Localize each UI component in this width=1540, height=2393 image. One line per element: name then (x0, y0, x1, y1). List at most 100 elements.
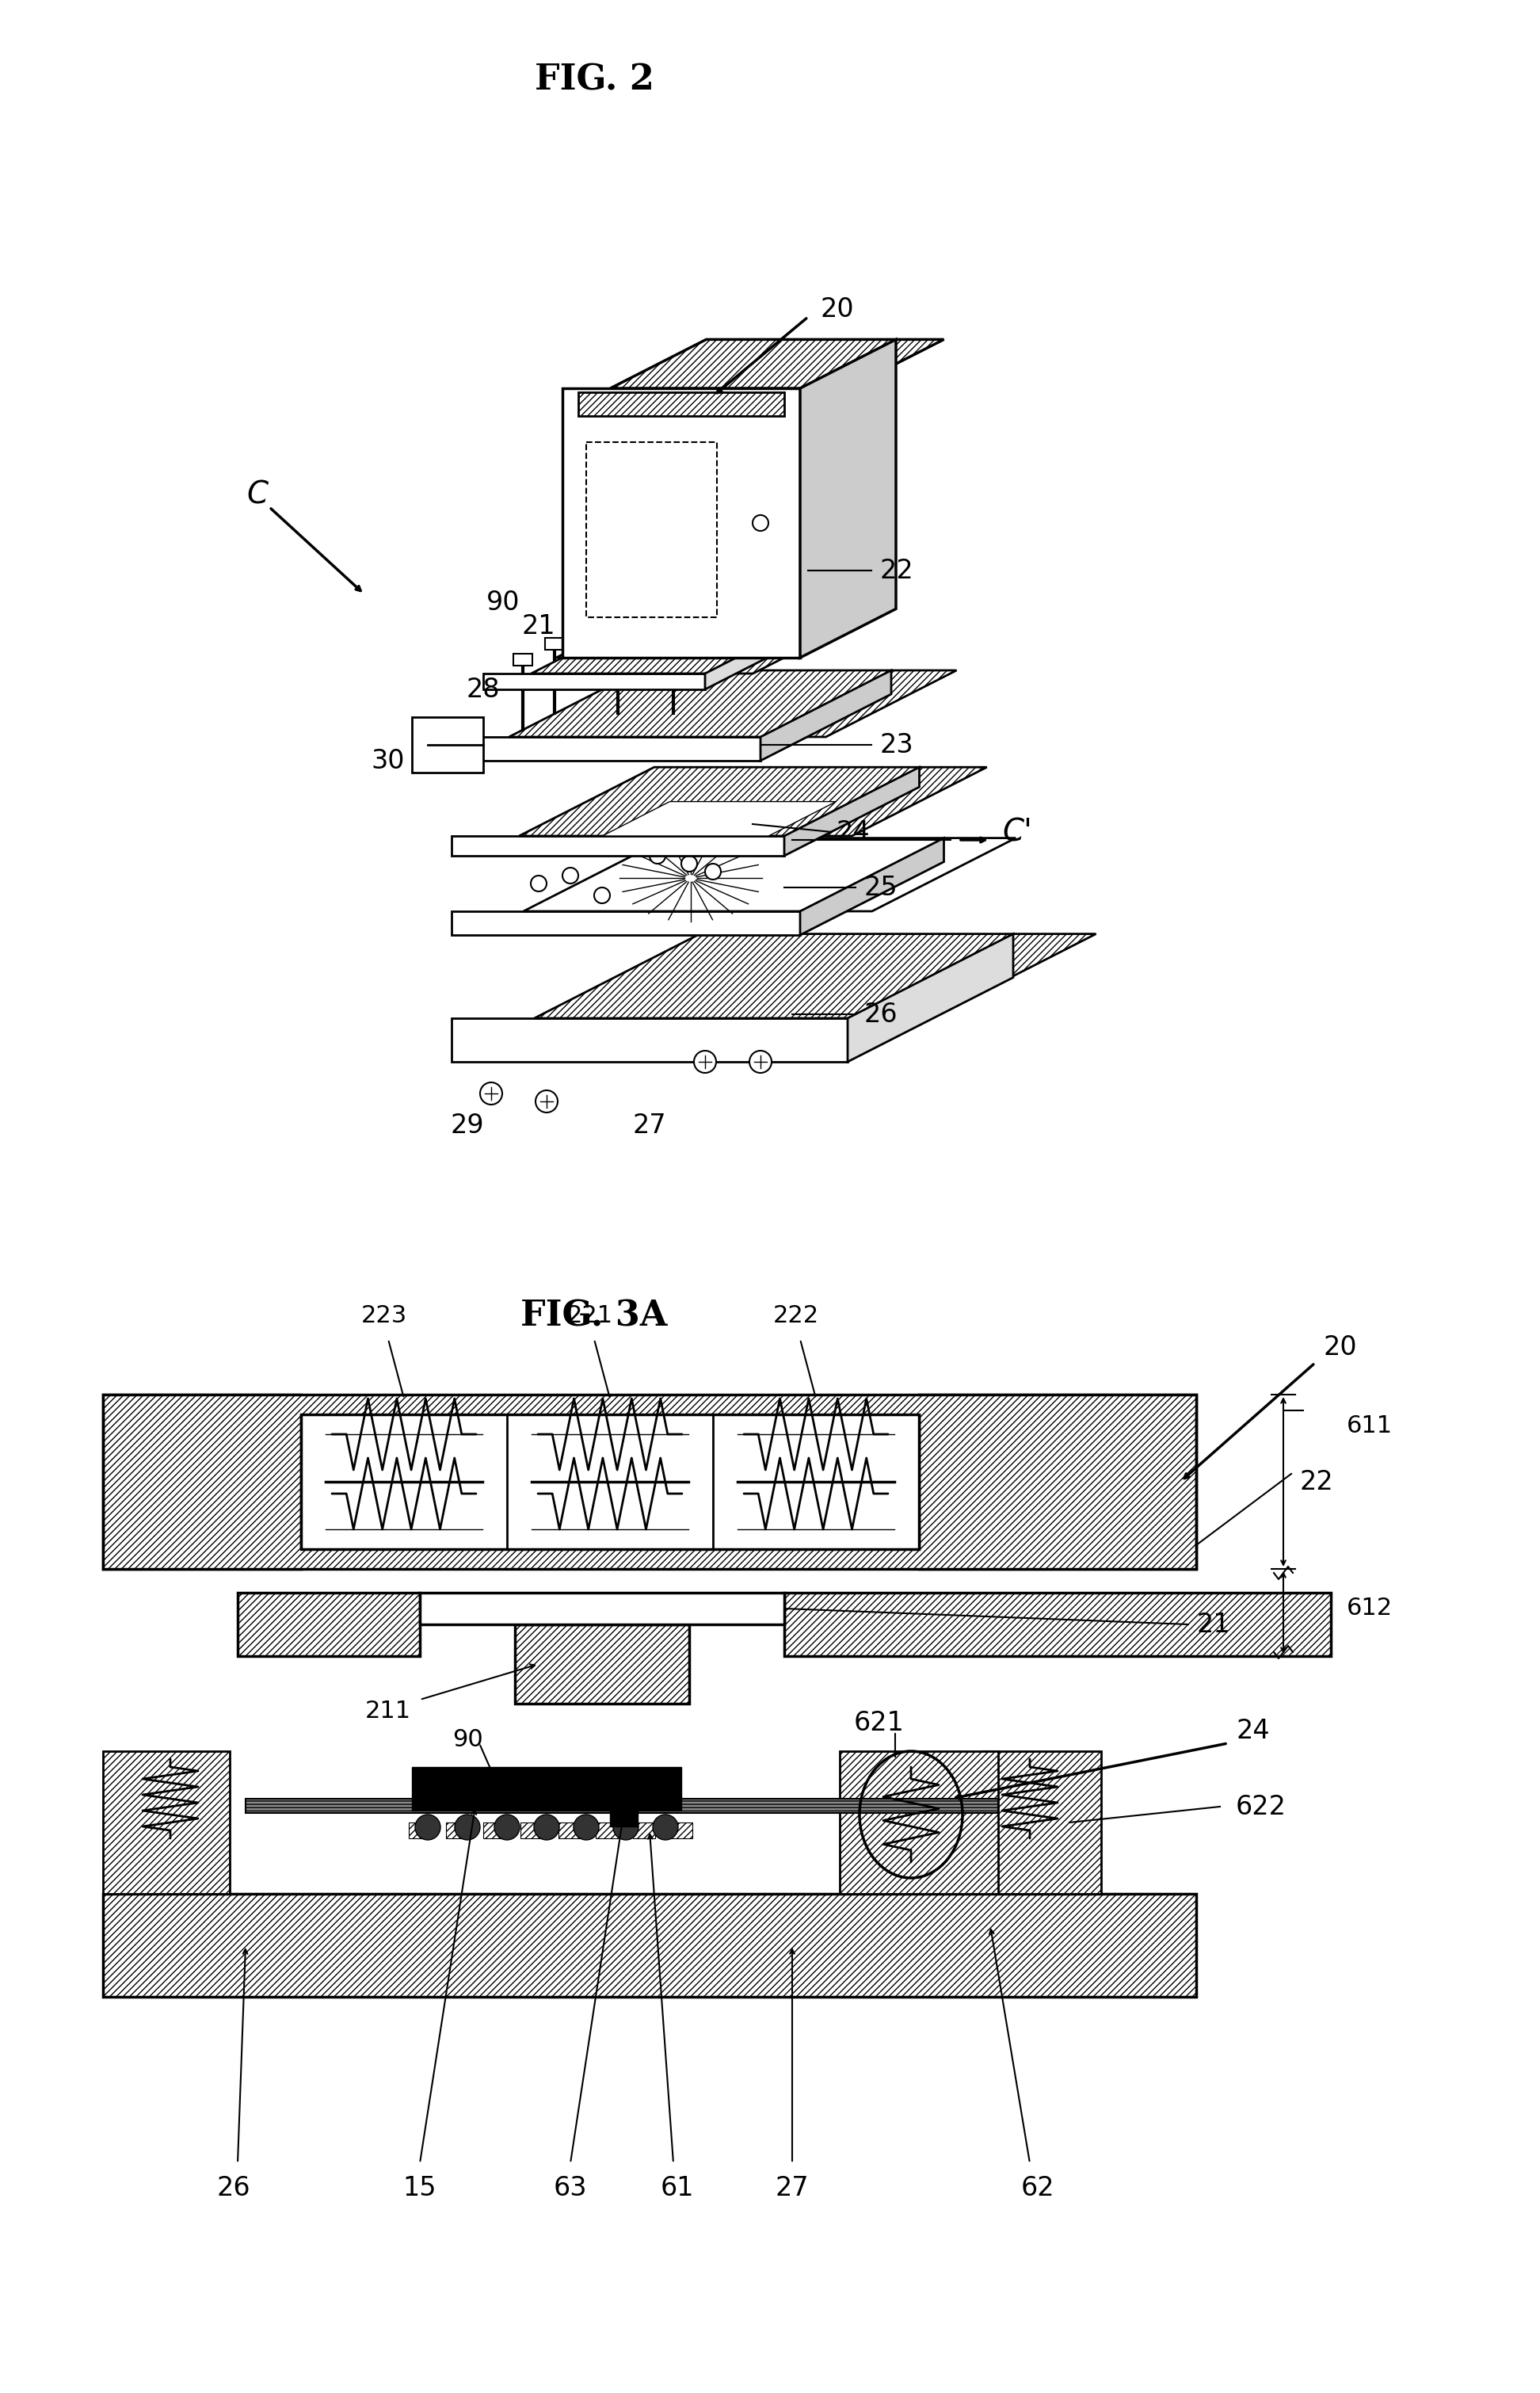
Text: 25: 25 (864, 873, 898, 900)
Polygon shape (484, 672, 705, 689)
Bar (103, 1752, 229, 1893)
Circle shape (562, 869, 579, 883)
Circle shape (494, 1814, 519, 1840)
Text: 24: 24 (1235, 1718, 1269, 1744)
Circle shape (534, 1814, 559, 1840)
Text: 621: 621 (855, 1711, 904, 1737)
Bar (579, 392, 784, 416)
Text: 61: 61 (661, 2175, 695, 2202)
Bar (610, 1802, 638, 1826)
Polygon shape (451, 1017, 847, 1062)
Text: 24: 24 (836, 818, 870, 845)
Bar (983, 1752, 1101, 1893)
Bar (408, 1823, 431, 1838)
Polygon shape (705, 625, 801, 689)
Text: 223: 223 (362, 1304, 407, 1328)
Bar (237, 1594, 420, 1656)
Polygon shape (761, 670, 892, 761)
Circle shape (454, 1814, 480, 1840)
Text: 26: 26 (217, 2175, 251, 2202)
Bar (513, 653, 533, 665)
Circle shape (536, 1091, 557, 1113)
Text: 21: 21 (1197, 1610, 1230, 1637)
Polygon shape (519, 768, 987, 835)
Bar (784, 1594, 1331, 1656)
Bar (514, 1625, 690, 1704)
Circle shape (594, 888, 610, 902)
Circle shape (650, 847, 665, 864)
Bar (245, 1800, 998, 1814)
Circle shape (416, 1814, 440, 1840)
Bar (596, 1823, 618, 1838)
Text: 62: 62 (1021, 2175, 1055, 2202)
Bar (670, 1823, 693, 1838)
Text: 28: 28 (467, 677, 501, 704)
Bar (420, 1594, 784, 1625)
Circle shape (653, 1814, 678, 1840)
Bar (103, 1893, 1197, 1996)
Text: 27: 27 (775, 2175, 808, 2202)
Bar (587, 443, 718, 617)
Bar (608, 639, 627, 651)
Bar (103, 1395, 300, 1570)
Polygon shape (784, 768, 919, 857)
Text: 22: 22 (1300, 1469, 1334, 1496)
Text: 222: 222 (773, 1304, 819, 1328)
Text: 15: 15 (403, 2175, 437, 2202)
Bar (557, 1823, 581, 1838)
Bar (300, 1414, 919, 1548)
Bar (633, 1823, 654, 1838)
Circle shape (695, 1051, 716, 1072)
Polygon shape (602, 802, 836, 835)
Polygon shape (847, 933, 1013, 1062)
Circle shape (480, 1082, 502, 1106)
Circle shape (573, 1814, 599, 1840)
Circle shape (613, 1814, 639, 1840)
Text: 29: 29 (451, 1113, 484, 1139)
Text: FIG. 2: FIG. 2 (534, 62, 654, 98)
Polygon shape (451, 835, 784, 857)
Text: 21: 21 (522, 613, 556, 639)
Bar (411, 1766, 681, 1812)
Bar (103, 1548, 1197, 1570)
Bar (664, 639, 682, 651)
Bar (839, 1752, 998, 1893)
Text: C: C (246, 481, 268, 510)
Text: 30: 30 (371, 747, 405, 773)
Polygon shape (534, 933, 1096, 1017)
Bar (103, 1395, 1197, 1570)
Circle shape (750, 1051, 772, 1072)
Text: 20: 20 (819, 297, 853, 323)
Text: 26: 26 (864, 1000, 898, 1027)
Polygon shape (556, 639, 685, 658)
Circle shape (753, 514, 768, 531)
Text: 612: 612 (1346, 1596, 1392, 1620)
Text: FIG. 3A: FIG. 3A (521, 1299, 667, 1333)
Bar (447, 1823, 468, 1838)
Bar (521, 1823, 544, 1838)
Polygon shape (444, 737, 761, 761)
Text: 611: 611 (1346, 1414, 1392, 1438)
Polygon shape (451, 912, 801, 936)
Polygon shape (610, 340, 944, 388)
Polygon shape (801, 340, 896, 658)
Polygon shape (562, 388, 801, 658)
Text: 221: 221 (567, 1304, 613, 1328)
Text: C': C' (1003, 816, 1032, 847)
Bar (919, 1395, 1197, 1570)
Bar (103, 1395, 1197, 1414)
Bar (411, 718, 484, 773)
Circle shape (531, 876, 547, 893)
Text: 63: 63 (553, 2175, 587, 2202)
Text: 90: 90 (487, 589, 521, 615)
Polygon shape (510, 670, 956, 737)
Text: 27: 27 (633, 1113, 667, 1139)
Bar (545, 639, 564, 651)
Bar (484, 1823, 505, 1838)
Circle shape (705, 864, 721, 881)
Polygon shape (524, 838, 1016, 912)
Text: 211: 211 (365, 1699, 411, 1723)
Text: 622: 622 (1235, 1795, 1286, 1819)
Text: 23: 23 (879, 732, 913, 759)
Polygon shape (531, 625, 849, 672)
